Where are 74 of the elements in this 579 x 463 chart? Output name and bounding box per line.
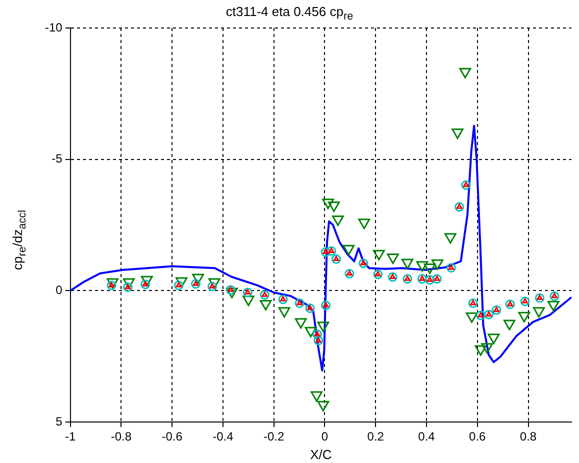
point [550, 291, 560, 301]
point [476, 310, 486, 320]
point [505, 300, 515, 310]
point [332, 215, 344, 226]
point [358, 258, 368, 268]
y-tick-label: -5 [52, 152, 63, 166]
point [444, 233, 456, 244]
point [416, 261, 428, 272]
point [432, 274, 442, 284]
x-tick-label: -0.6 [162, 430, 183, 444]
point [484, 310, 494, 320]
x-tick-label: 0.8 [520, 430, 537, 444]
x-tick-label: 0.6 [469, 430, 486, 444]
point [331, 254, 341, 264]
y-tick-label: 0 [56, 282, 63, 297]
y-tick-label: -10 [45, 20, 63, 34]
point [372, 250, 385, 260]
point [106, 280, 116, 290]
point [208, 278, 220, 289]
point [424, 264, 436, 274]
point [342, 244, 355, 256]
x-tick-label: 0.4 [418, 430, 436, 444]
point [459, 68, 472, 78]
point [454, 202, 464, 212]
x-tick-label: -0.2 [264, 430, 285, 444]
point [417, 274, 427, 284]
x-tick-label: -0.4 [212, 430, 234, 444]
point [122, 278, 135, 289]
point [388, 272, 398, 282]
point [534, 293, 544, 303]
point [312, 330, 322, 340]
point [358, 218, 370, 230]
point [242, 288, 252, 298]
point [140, 276, 153, 286]
point [294, 298, 304, 308]
point [425, 275, 435, 285]
x-tick-label: -0.8 [110, 430, 132, 444]
point [140, 280, 150, 290]
point [461, 180, 471, 190]
point [321, 247, 331, 257]
point [518, 312, 530, 322]
point [322, 198, 334, 210]
point [402, 274, 412, 284]
point [344, 268, 354, 278]
point [278, 294, 288, 304]
point [452, 128, 464, 140]
chart-title: ct311-4 eta 0.456 cp$_{re}$ [226, 4, 354, 23]
point [174, 280, 184, 290]
point [431, 259, 444, 270]
point [192, 274, 204, 284]
point [260, 290, 270, 300]
point [226, 288, 238, 298]
point [326, 246, 336, 256]
point [547, 300, 560, 312]
x-tick-label: 0.2 [367, 430, 384, 444]
point [328, 202, 340, 212]
point [401, 258, 414, 270]
point [466, 312, 478, 323]
y-tick-label: 5 [56, 414, 63, 428]
point [468, 298, 478, 308]
point [446, 263, 456, 273]
x-tick-label: 0 [321, 430, 328, 444]
point [176, 277, 188, 288]
point [314, 336, 324, 346]
point [191, 279, 201, 289]
point [321, 300, 331, 310]
point [520, 296, 530, 306]
point [373, 270, 383, 280]
x-axis-title: X/C [310, 446, 332, 462]
point [492, 305, 502, 315]
x-tick-label: -1 [65, 430, 76, 444]
point [386, 254, 399, 264]
point [106, 278, 119, 289]
point [305, 304, 315, 314]
